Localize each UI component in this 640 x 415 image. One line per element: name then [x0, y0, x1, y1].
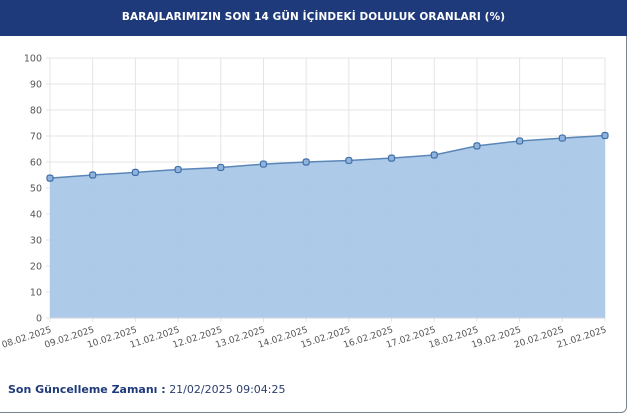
- y-tick-label: 20: [30, 262, 42, 273]
- x-tick-label: 21.02.2025: [556, 325, 608, 350]
- data-point: [131, 168, 139, 176]
- data-point: [430, 151, 438, 159]
- data-point: [601, 131, 609, 140]
- area-fill: [50, 135, 605, 318]
- y-tick-label: 0: [36, 314, 42, 325]
- chart-card: [0, 0, 627, 413]
- data-point: [558, 134, 566, 142]
- y-tick-label: 40: [30, 210, 42, 221]
- y-tick-label: 100: [24, 54, 42, 65]
- data-point: [302, 158, 310, 166]
- data-point: [345, 156, 353, 165]
- y-tick-label: 90: [30, 80, 42, 91]
- y-tick-label: 70: [30, 132, 42, 143]
- chart-title: BARAJLARIMIZIN SON 14 GÜN İÇİNDEKİ DOLUL…: [0, 0, 627, 36]
- y-tick-label: 50: [30, 184, 42, 195]
- area-chart: 010203040506070809010008.02.202509.02.20…: [1, 54, 609, 351]
- data-point: [259, 160, 268, 168]
- y-tick-label: 80: [30, 106, 42, 117]
- series-line: [49, 134, 606, 179]
- data-point: [387, 154, 396, 162]
- data-point: [89, 171, 97, 179]
- data-point: [174, 165, 182, 174]
- data-point: [473, 142, 481, 150]
- y-tick-label: 30: [30, 236, 42, 247]
- data-point: [217, 163, 225, 172]
- last-updated-label: Son Güncelleme Zamanı :: [8, 383, 166, 396]
- data-point: [46, 174, 54, 182]
- y-tick-label: 60: [30, 158, 42, 169]
- data-point: [516, 137, 524, 145]
- last-updated: Son Güncelleme Zamanı : 21/02/2025 09:04…: [8, 383, 286, 396]
- y-tick-label: 10: [30, 288, 42, 299]
- last-updated-value: 21/02/2025 09:04:25: [169, 383, 286, 396]
